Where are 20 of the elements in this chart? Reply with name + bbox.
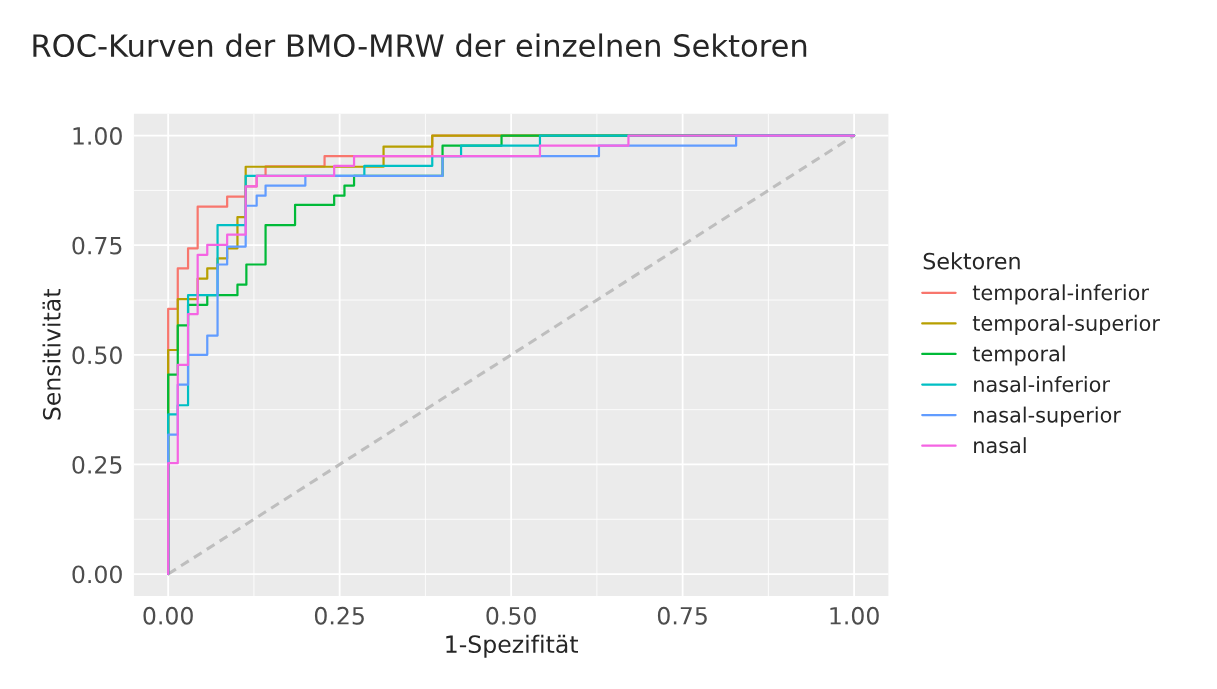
chart-title: ROC-Kurven der BMO-MRW der einzelnen Sektoren bbox=[33, 33, 807, 58]
legend-label: temporal bbox=[972, 345, 1065, 366]
x-tick-label: 1.00 bbox=[830, 606, 879, 625]
y-tick-label: 0.00 bbox=[72, 565, 122, 584]
legend-label: temporal-superior bbox=[972, 314, 1160, 336]
x-tick-label: 0.50 bbox=[486, 606, 536, 625]
legend-label: nasal-inferior bbox=[974, 376, 1110, 393]
x-tick-label: 0.00 bbox=[143, 606, 193, 625]
x-tick-label: 0.25 bbox=[314, 606, 364, 625]
y-tick-label: 0.25 bbox=[72, 455, 122, 474]
legend-label: nasal-superior bbox=[974, 406, 1121, 427]
legend-label: temporal-inferior bbox=[972, 284, 1149, 305]
y-tick-label: 0.75 bbox=[72, 236, 122, 255]
legend-label: nasal bbox=[974, 437, 1026, 454]
y-axis-title: Sensitivität bbox=[42, 289, 61, 420]
y-tick-label: 1.00 bbox=[73, 127, 122, 145]
x-axis-title: 1-Spezifität bbox=[446, 634, 578, 658]
legend-title: Sektoren bbox=[923, 252, 1020, 270]
x-tick-label: 0.75 bbox=[657, 606, 707, 625]
y-tick-label: 0.50 bbox=[72, 346, 122, 365]
